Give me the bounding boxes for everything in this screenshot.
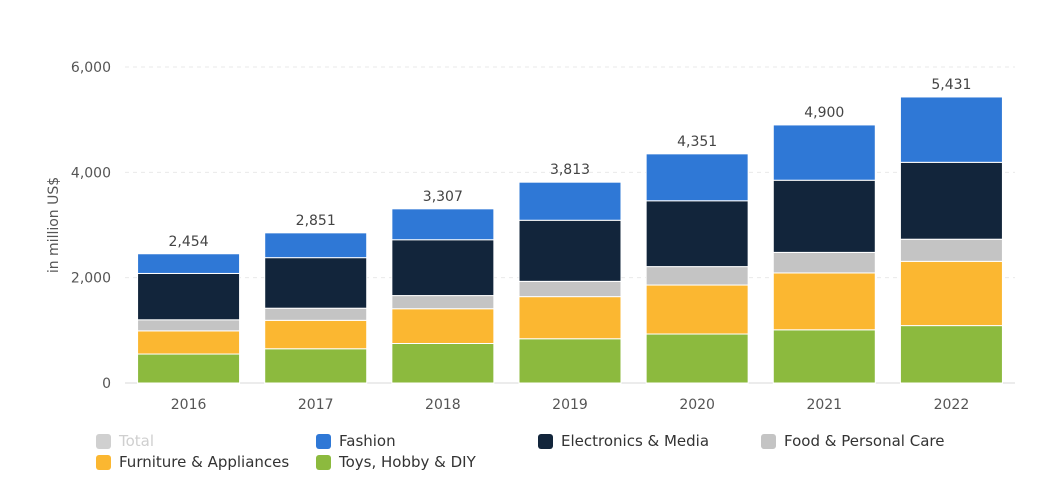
y-tick-label: 2,000 [71,271,111,287]
x-tick-label: 2020 [679,397,715,413]
total-label: 4,900 [804,105,844,121]
legend-swatch-furniture-appliances [96,454,111,470]
y-tick-label: 4,000 [71,165,111,181]
bar-segment-toys-hobby-diy [518,338,622,384]
bar-segment-furniture-appliances [645,284,749,335]
bar-segment-electronics-media [391,239,495,297]
x-tick-label: 2017 [298,397,334,413]
x-tick-label: 2018 [425,397,461,413]
x-tick-label: 2022 [934,397,970,413]
y-axis-title: in million US$ [46,177,62,273]
bar-segment-toys-hobby-diy [645,333,749,384]
bar-segment-electronics-media [645,200,749,268]
chart-svg: 0 2,000 4,000 6,000 in million US$ 2,454 2016 2… [46,60,1015,413]
bar-segment-toys-hobby-diy [137,353,241,384]
bar-segment-food-personal-care [899,238,1003,262]
legend-swatch-toys-hobby-diy [316,454,331,470]
bar-segment-food-personal-care [264,307,368,321]
bar-segment-fashion [645,153,749,202]
bar-segment-electronics-media [518,219,622,282]
bar-segment-food-personal-care [645,266,749,286]
bar-segment-food-personal-care [772,251,876,274]
bar-segment-toys-hobby-diy [391,343,495,384]
legend-label-furniture-appliances: Furniture & Appliances [119,453,290,471]
total-label: 5,431 [931,77,971,93]
x-tick-label: 2021 [806,397,842,413]
bar-segment-furniture-appliances [137,330,241,355]
legend-swatch-electronics-media [538,433,553,449]
bar-segment-fashion [772,124,876,181]
legend-label-total: Total [119,432,155,450]
bar-segment-furniture-appliances [772,272,876,331]
legend-label-fashion: Fashion [339,432,396,450]
legend-item-electronics-media[interactable]: Electronics & Media [538,432,709,450]
chart-legend: Total Fashion Electronics & Media Food &… [96,432,996,482]
total-label: 2,454 [169,234,209,250]
legend-swatch-fashion [316,433,331,449]
bar-segment-fashion [137,253,241,274]
legend-label-toys-hobby-diy: Toys, Hobby & DIY [339,453,476,471]
y-tick-label: 6,000 [71,60,111,76]
bar-segment-food-personal-care [391,295,495,310]
bar-segment-food-personal-care [518,280,622,298]
legend-item-total[interactable]: Total [96,432,154,450]
bar-segment-fashion [391,208,495,241]
total-label: 2,851 [296,213,336,229]
x-tick-label: 2016 [171,397,207,413]
legend-swatch-food-personal-care [761,433,776,449]
bar-segment-food-personal-care [137,319,241,332]
bar-segment-toys-hobby-diy [772,329,876,384]
total-label: 3,307 [423,189,463,205]
bar-segment-electronics-media [772,179,876,253]
legend-item-toys-hobby-diy[interactable]: Toys, Hobby & DIY [316,453,476,471]
bar-segment-fashion [518,181,622,221]
bar-segment-electronics-media [264,257,368,309]
legend-item-furniture-appliances[interactable]: Furniture & Appliances [96,453,289,471]
total-label: 4,351 [677,134,717,150]
bar-segment-furniture-appliances [518,296,622,340]
bar-segment-electronics-media [899,161,1003,240]
bar-segment-furniture-appliances [899,260,1003,327]
bar-segment-toys-hobby-diy [264,348,368,384]
bar-segment-toys-hobby-diy [899,325,1003,384]
legend-swatch-total [96,433,111,449]
legend-item-fashion[interactable]: Fashion [316,432,396,450]
legend-item-food-personal-care[interactable]: Food & Personal Care [761,432,944,450]
bar-segment-electronics-media [137,272,241,321]
bar-segment-furniture-appliances [264,319,368,350]
x-tick-label: 2019 [552,397,588,413]
legend-label-electronics-media: Electronics & Media [561,432,710,450]
total-label: 3,813 [550,162,590,178]
bar-segment-fashion [264,232,368,259]
legend-label-food-personal-care: Food & Personal Care [784,432,945,450]
bar-segment-fashion [899,96,1003,163]
y-tick-label: 0 [102,376,111,392]
bar-segment-furniture-appliances [391,308,495,344]
stacked-bar-chart: 0 2,000 4,000 6,000 in million US$ 2,454 2016 2… [46,60,1015,413]
